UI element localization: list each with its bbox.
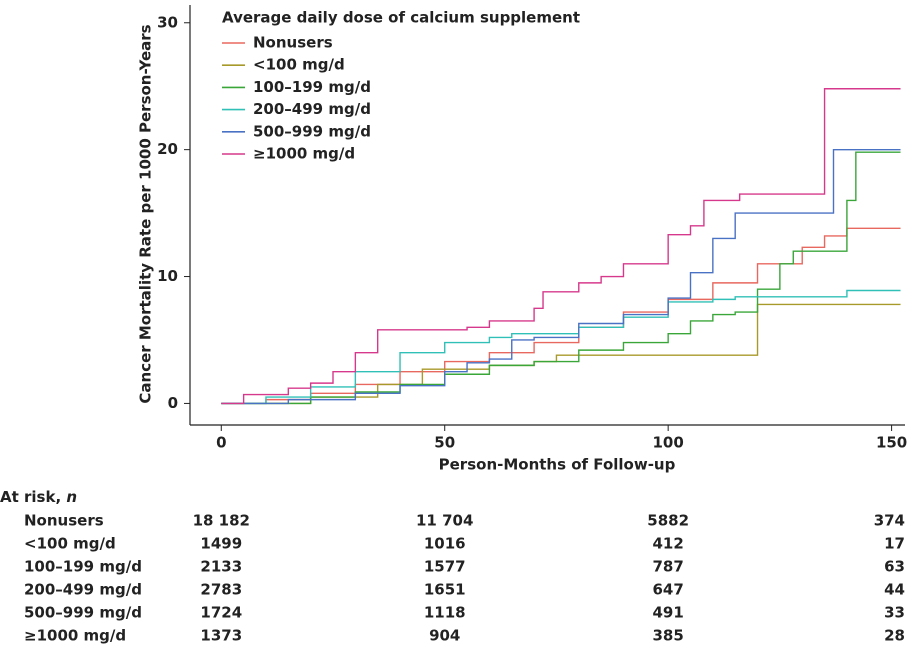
- x-axis-label: Person-Months of Follow-up: [439, 456, 676, 474]
- risk-cell: 28: [884, 627, 905, 645]
- step-line: [221, 303, 901, 405]
- risk-cell: 18 182: [193, 512, 250, 530]
- y-tick-label: 10: [157, 267, 178, 285]
- legend-label: 200–499 mg/d: [253, 100, 371, 118]
- risk-cell: 1016: [424, 535, 466, 553]
- y-axis-label: Cancer Mortality Rate per 1000 Person-Ye…: [137, 24, 155, 403]
- legend-label: <100 mg/d: [253, 56, 345, 74]
- legend-label: ≥1000 mg/d: [253, 145, 355, 163]
- x-tick-label: 0: [216, 434, 226, 452]
- risk-row-label: 100–199 mg/d: [24, 558, 142, 576]
- risk-cell: 44: [884, 581, 905, 599]
- risk-row-label: <100 mg/d: [24, 535, 116, 553]
- risk-cell: 2783: [200, 581, 242, 599]
- risk-cell: 1724: [200, 604, 242, 622]
- x-tick-label: 100: [653, 434, 684, 452]
- step-line: [221, 289, 901, 405]
- risk-cell: 1651: [424, 581, 466, 599]
- y-tick-label: 0: [168, 394, 178, 412]
- risk-row-label: Nonusers: [24, 512, 104, 530]
- risk-row-label: ≥1000 mg/d: [24, 627, 126, 645]
- risk-cell: 33: [884, 604, 905, 622]
- x-tick-label: 150: [876, 434, 907, 452]
- risk-cell: 5882: [647, 512, 689, 530]
- risk-cell: 2133: [200, 558, 242, 576]
- risk-cell: 385: [653, 627, 684, 645]
- risk-cell: 11 704: [416, 512, 473, 530]
- risk-cell: 647: [653, 581, 684, 599]
- risk-cell: 412: [653, 535, 684, 553]
- step-line: [221, 151, 901, 405]
- risk-cell: 374: [874, 512, 905, 530]
- legend-label: Nonusers: [253, 34, 333, 52]
- risk-cell: 1373: [200, 627, 242, 645]
- x-tick-label: 50: [434, 434, 455, 452]
- risk-row-label: 200–499 mg/d: [24, 581, 142, 599]
- step-line: [221, 88, 901, 405]
- risk-row-label: 500–999 mg/d: [24, 604, 142, 622]
- y-tick-label: 20: [157, 140, 178, 158]
- y-tick-label: 30: [157, 13, 178, 31]
- risk-cell: 17: [884, 535, 905, 553]
- risk-cell: 491: [653, 604, 684, 622]
- legend-label: 100–199 mg/d: [253, 78, 371, 96]
- risk-cell: 63: [884, 558, 905, 576]
- risk-cell: 787: [653, 558, 684, 576]
- risk-title-n: n: [66, 488, 77, 506]
- legend-title: Average daily dose of calcium supplement: [222, 9, 580, 27]
- risk-cell: 1118: [424, 604, 466, 622]
- legend-label: 500–999 mg/d: [253, 122, 371, 140]
- risk-cell: 1499: [200, 535, 242, 553]
- risk-title: At risk, n: [0, 488, 77, 506]
- risk-cell: 1577: [424, 558, 466, 576]
- risk-cell: 904: [429, 627, 460, 645]
- risk-title-text: At risk,: [0, 488, 61, 506]
- step-line: [221, 148, 901, 405]
- step-line: [221, 227, 901, 405]
